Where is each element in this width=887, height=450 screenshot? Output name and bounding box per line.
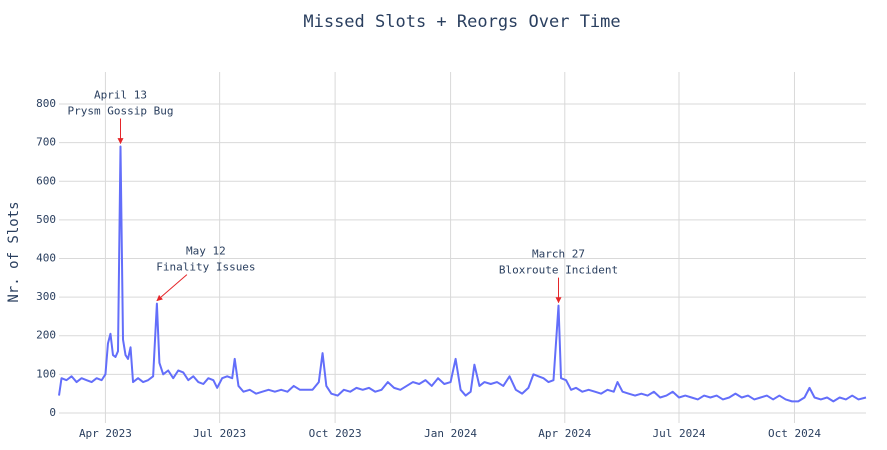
annotation-arrow (156, 274, 188, 302)
y-tick-label: 100 (36, 367, 56, 380)
annotation-text: March 27 (532, 248, 585, 261)
data-line (58, 145, 867, 403)
x-tick-label: Jan 2024 (424, 427, 477, 440)
annotation-text: May 12 (186, 245, 226, 258)
annotation-text: Prysm Gossip Bug (68, 105, 174, 118)
y-tick-label: 600 (36, 174, 56, 187)
chart-title: Missed Slots + Reorgs Over Time (303, 12, 620, 32)
y-tick-label: 300 (36, 290, 56, 303)
y-tick-label: 200 (36, 329, 56, 342)
y-tick-label: 800 (36, 97, 56, 110)
x-tick-label: Oct 2023 (309, 427, 362, 440)
y-tick-label: 0 (49, 406, 56, 419)
x-tick-label: Jul 2023 (193, 427, 246, 440)
y-tick-label: 500 (36, 213, 56, 226)
annotation-text: Bloxroute Incident (499, 264, 618, 277)
y-axis-label: Nr. of Slots (6, 201, 22, 302)
annotation-text: April 13 (94, 89, 147, 102)
x-tick-label: Apr 2024 (538, 427, 591, 440)
y-tick-label: 700 (36, 136, 56, 149)
x-tick-label: Jul 2024 (653, 427, 706, 440)
annotation-text: Finality Issues (156, 261, 255, 274)
y-tick-label: 400 (36, 252, 56, 265)
x-tick-label: Oct 2024 (768, 427, 821, 440)
x-tick-label: Apr 2023 (79, 427, 132, 440)
